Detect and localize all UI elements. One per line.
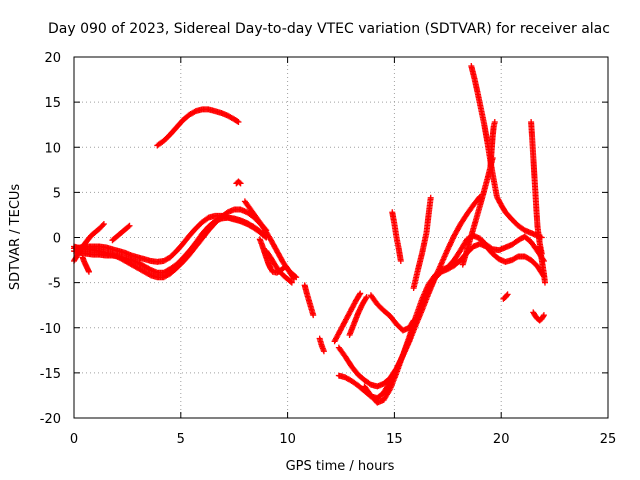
data-point	[540, 313, 547, 320]
data-point	[409, 318, 416, 325]
data-point	[541, 279, 548, 286]
data-point	[85, 268, 92, 275]
y-tick-label: -15	[40, 367, 61, 382]
data-point	[427, 194, 434, 201]
y-tick-label: 5	[53, 186, 61, 201]
data-point	[410, 317, 417, 324]
data-point	[235, 118, 242, 125]
data-points	[71, 63, 548, 406]
data-point	[356, 291, 363, 298]
data-point	[357, 290, 364, 297]
data-point	[288, 279, 295, 286]
data-point	[99, 222, 106, 229]
data-point	[491, 118, 498, 125]
x-tick-label: 10	[279, 432, 296, 447]
x-tick-label: 0	[70, 432, 78, 447]
series-right-edge	[536, 243, 548, 286]
data-point	[293, 274, 300, 281]
data-point	[363, 294, 370, 301]
series-trace-c	[71, 212, 270, 265]
data-point	[287, 278, 294, 285]
series-descent-c	[241, 198, 300, 281]
x-tick-label: 25	[600, 432, 617, 447]
series-rise-13.6	[346, 294, 370, 338]
x-tick-label: 15	[386, 432, 403, 447]
data-point	[100, 220, 107, 227]
chart-title: Day 090 of 2023, Sidereal Day-to-day VTE…	[48, 21, 610, 37]
series-drop-15	[389, 209, 404, 264]
series-descent-b	[263, 248, 295, 286]
series-peak-19.6	[487, 118, 498, 169]
series-peak-21.4	[528, 118, 545, 257]
series-top-arc	[154, 106, 242, 149]
data-point	[237, 180, 244, 187]
data-point	[397, 257, 404, 264]
y-tick-label: 0	[53, 232, 61, 247]
data-point	[503, 292, 510, 299]
series-rise-13.3	[331, 290, 364, 345]
y-tick-label: -5	[48, 277, 61, 292]
x-axis-label: GPS time / hours	[286, 459, 395, 474]
y-tick-label: -10	[40, 322, 61, 337]
data-point	[540, 312, 547, 319]
series-valley-c	[335, 193, 483, 390]
y-axis-label: SDTVAR / TECUs	[8, 184, 23, 291]
series-blip-11.6	[316, 335, 327, 355]
series-drop-10.8	[301, 282, 317, 319]
x-tick-label: 20	[493, 432, 510, 447]
data-point	[125, 223, 132, 230]
y-tick-label: 20	[44, 51, 61, 66]
data-point	[320, 348, 327, 355]
y-tick-label: 15	[44, 96, 61, 111]
y-tick-label: 10	[44, 141, 61, 156]
data-point	[504, 291, 511, 298]
series-dip-arc	[79, 254, 92, 275]
series-blip-20.2	[500, 291, 511, 302]
data-point	[310, 312, 317, 319]
data-point	[236, 179, 243, 186]
y-tick-label: -20	[40, 412, 61, 427]
series-mid-arc	[109, 222, 133, 244]
x-tick-label: 5	[177, 432, 185, 447]
data-point	[362, 295, 369, 302]
series-arc-14.3	[367, 292, 417, 334]
series-peak-16.7	[410, 194, 434, 292]
series-tail-21.7	[530, 309, 547, 324]
series-early-arc	[71, 220, 107, 264]
series-spike-7.7	[233, 178, 244, 187]
data-point	[234, 118, 241, 125]
data-point	[292, 273, 299, 280]
axis-ticks: 0 5 10 15 20 25 -20 -15 -10 -5 0 5 10 15 20	[40, 51, 617, 447]
data-point	[126, 222, 133, 229]
